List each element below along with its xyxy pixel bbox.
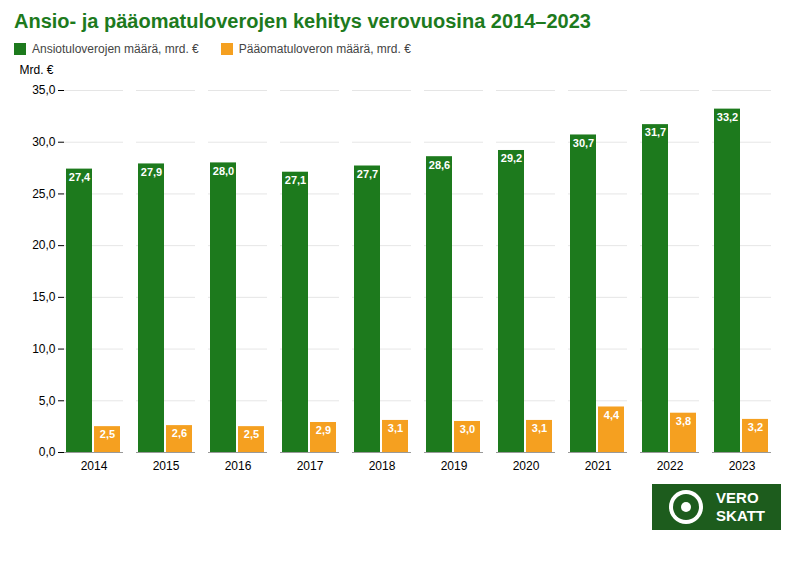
- svg-text:30,0: 30,0: [32, 135, 56, 149]
- svg-text:4,4: 4,4: [604, 409, 620, 421]
- svg-text:30,7: 30,7: [573, 137, 594, 149]
- html-text:Pääomatuloveron määrä, mrd. €: Pääomatuloveron määrä, mrd. €: [238, 42, 411, 56]
- svg-text:2,6: 2,6: [172, 427, 187, 439]
- html-text:SKATT: SKATT: [716, 507, 765, 524]
- svg-text:2,5: 2,5: [100, 428, 115, 440]
- svg-text:3,0: 3,0: [460, 423, 475, 435]
- svg-text:2020: 2020: [513, 459, 540, 473]
- svg-text:28,6: 28,6: [429, 159, 450, 171]
- svg-text:35,0: 35,0: [32, 83, 56, 97]
- svg-text:5,0: 5,0: [39, 394, 56, 408]
- svg-text:20,0: 20,0: [32, 238, 56, 252]
- svg-text:2021: 2021: [585, 459, 612, 473]
- svg-text:Mrd. €: Mrd. €: [20, 63, 54, 77]
- svg-text:33,2: 33,2: [717, 111, 738, 123]
- svg-text:28,0: 28,0: [213, 165, 234, 177]
- svg-text:29,2: 29,2: [501, 152, 522, 164]
- svg-text:0,0: 0,0: [39, 445, 56, 459]
- svg-text:2022: 2022: [657, 459, 684, 473]
- svg-text:31,7: 31,7: [645, 126, 666, 138]
- svg-text:2018: 2018: [369, 459, 396, 473]
- svg-text:2016: 2016: [225, 459, 252, 473]
- svg-text:3,1: 3,1: [532, 422, 547, 434]
- svg-text:2017: 2017: [297, 459, 324, 473]
- svg-text:2015: 2015: [153, 459, 180, 473]
- svg-text:3,8: 3,8: [676, 415, 691, 427]
- svg-text:25,0: 25,0: [32, 187, 56, 201]
- svg-text:27,4: 27,4: [69, 171, 91, 183]
- svg-text:2,9: 2,9: [316, 424, 331, 436]
- svg-text:2023: 2023: [729, 459, 756, 473]
- svg-text:2014: 2014: [81, 459, 108, 473]
- html-text:VERO: VERO: [716, 489, 759, 506]
- svg-text:27,7: 27,7: [357, 168, 378, 180]
- html-text:Ansiotuloverojen määrä, mrd. €: Ansiotuloverojen määrä, mrd. €: [32, 42, 199, 56]
- svg-text:3,1: 3,1: [388, 422, 403, 434]
- svg-text:2,5: 2,5: [244, 428, 259, 440]
- svg-text:27,1: 27,1: [285, 174, 306, 186]
- svg-text:2019: 2019: [441, 459, 468, 473]
- svg-text:3,2: 3,2: [748, 421, 763, 433]
- svg-text:27,9: 27,9: [141, 166, 162, 178]
- svg-text:10,0: 10,0: [32, 342, 56, 356]
- html-text:Ansio- ja pääomatuloverojen ke: Ansio- ja pääomatuloverojen kehitys vero…: [14, 10, 591, 32]
- svg-text:15,0: 15,0: [32, 290, 56, 304]
